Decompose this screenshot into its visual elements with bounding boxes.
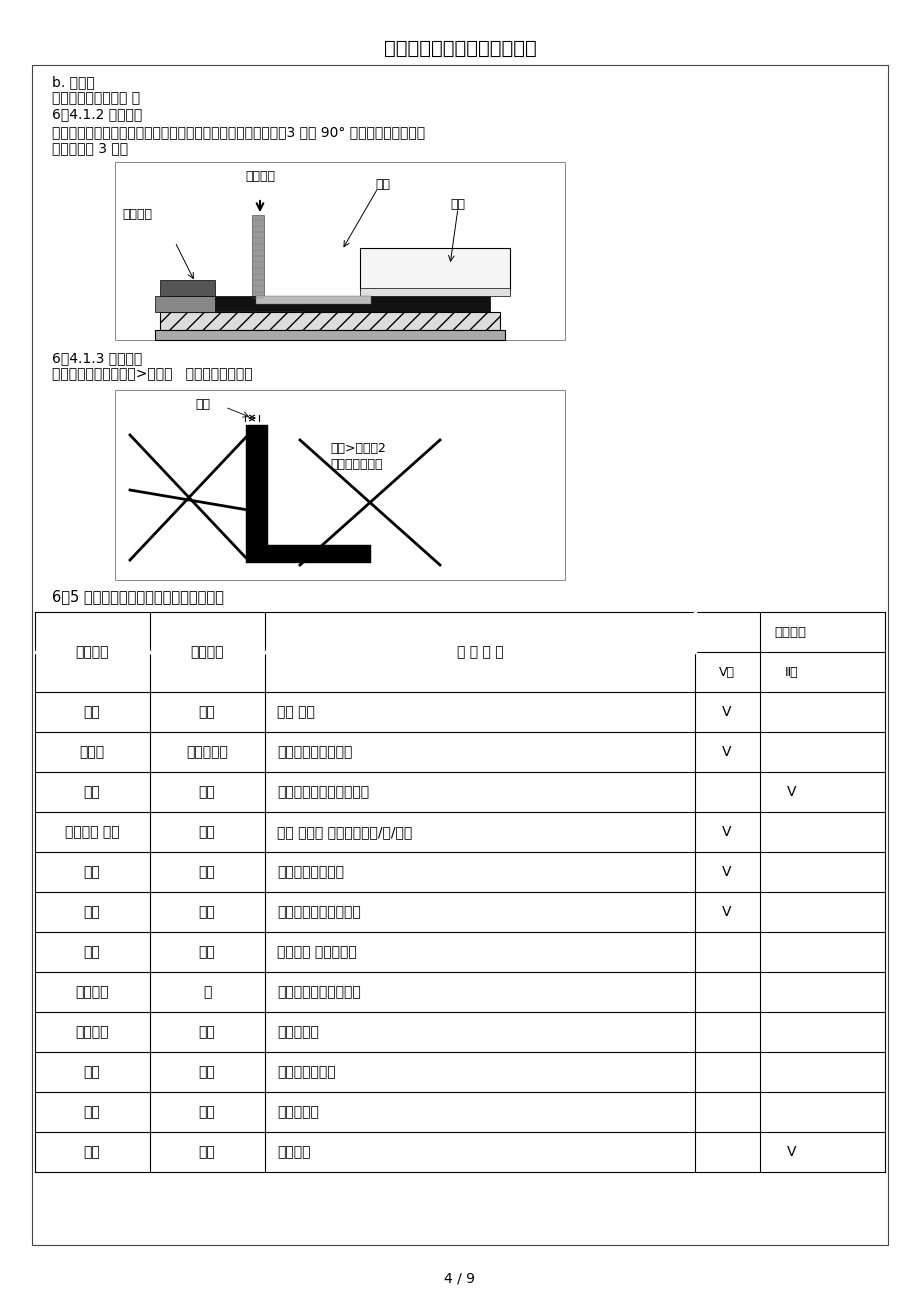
Text: 缺 陷 判 定: 缺 陷 判 定 (456, 644, 503, 659)
Text: 底材: 底材 (449, 198, 464, 211)
Text: 不在公差范围内: 不在公差范围内 (277, 1065, 335, 1079)
Text: 印刷图案 文字: 印刷图案 文字 (64, 825, 119, 838)
Text: 装订: 装订 (84, 1144, 100, 1159)
Text: 目测: 目测 (199, 1144, 215, 1159)
Bar (160, 312, 499, 329)
Bar (170, 296, 490, 312)
Text: 厚度: 厚度 (84, 1065, 100, 1079)
Text: V: V (787, 785, 796, 799)
Text: 偏位、毛刺: 偏位、毛刺 (277, 1105, 319, 1118)
Text: V: V (721, 745, 731, 759)
Text: 直尺: 直尺 (199, 1065, 215, 1079)
Text: 目测: 目测 (199, 1025, 215, 1039)
Bar (359, 247, 509, 290)
Text: 包装类物料来料检查标准剖析: 包装类物料来料检查标准剖析 (383, 39, 536, 57)
Text: 目测: 目测 (199, 785, 215, 799)
Text: 线宽: 线宽 (195, 398, 210, 411)
Text: 将胶纸贴在印刷文字上面并用橡皮擦把胶纸与被测面完全压紧，3 秒内 90° 角迅速拉起胶带，同: 将胶纸贴在印刷文字上面并用橡皮擦把胶纸与被测面完全压紧，3 秒内 90° 角迅速… (52, 125, 425, 139)
Text: 普通型，无特殊要求 。: 普通型，无特殊要求 。 (52, 91, 140, 105)
Text: 目视: 目视 (199, 905, 215, 919)
Text: 检查项目: 检查项目 (75, 644, 108, 659)
Text: 折叠爆裂: 折叠爆裂 (75, 986, 108, 999)
Text: 颜色: 颜色 (84, 785, 100, 799)
Text: 手: 手 (202, 986, 211, 999)
Text: 6）5 黑白盒、白盒的检查项目及缺陷判定: 6）5 黑白盒、白盒的检查项目及缺陷判定 (52, 590, 223, 604)
Text: 纸质: 纸质 (84, 945, 100, 960)
Text: 目视: 目视 (199, 1105, 215, 1118)
Text: 不能扫描或数字错误: 不能扫描或数字错误 (277, 745, 352, 759)
Text: Ⅱ级: Ⅱ级 (784, 665, 798, 678)
Text: 条形码: 条形码 (79, 745, 105, 759)
Text: 测试工具: 测试工具 (190, 644, 223, 659)
Text: 用力方向: 用力方向 (244, 171, 275, 184)
Text: 倍判定为不合格: 倍判定为不合格 (330, 457, 382, 470)
Bar (359, 288, 509, 296)
Text: 印刷文字: 印刷文字 (122, 208, 152, 221)
Text: V级: V级 (719, 665, 734, 678)
Text: 一位置连续 3 次。: 一位置连续 3 次。 (52, 141, 128, 155)
Text: V: V (721, 704, 731, 719)
Text: 胶纸: 胶纸 (375, 178, 390, 191)
Bar (252, 215, 264, 299)
Text: 超出图纸规格要求: 超出图纸规格要求 (277, 865, 344, 879)
Text: 目测: 目测 (199, 825, 215, 838)
Text: V: V (787, 1144, 796, 1159)
Bar (245, 424, 267, 546)
Text: 缺口>线宽的2: 缺口>线宽的2 (330, 441, 385, 454)
Text: b. 橡皮擦: b. 橡皮擦 (52, 76, 95, 89)
Text: 折痕: 折痕 (84, 905, 100, 919)
Text: 目测: 目测 (199, 945, 215, 960)
Bar (154, 296, 215, 312)
Text: 与样板不符: 与样板不符 (277, 1025, 319, 1039)
Text: V: V (721, 865, 731, 879)
Bar (255, 296, 370, 303)
Text: 6）4.1.3 判定方法: 6）4.1.3 判定方法 (52, 352, 142, 365)
Text: 6）4.1.2 试验方法: 6）4.1.2 试验方法 (52, 107, 142, 121)
Text: 条码扫描仪: 条码扫描仪 (186, 745, 228, 759)
Text: 切割: 切割 (84, 1105, 100, 1118)
Text: V: V (721, 905, 731, 919)
Text: 与签样比较，超出限度板: 与签样比较，超出限度板 (277, 785, 369, 799)
Text: 核对资料 与签样比较: 核对资料 与签样比较 (277, 945, 357, 960)
Text: 缺陷等级: 缺陷等级 (773, 625, 805, 638)
Bar (245, 546, 370, 562)
Text: 钉子生锈: 钉子生锈 (277, 1144, 311, 1159)
Bar (115, 161, 564, 340)
Text: 外观: 外观 (84, 704, 100, 719)
Text: 卷尺: 卷尺 (199, 865, 215, 879)
Text: 4 / 9: 4 / 9 (444, 1271, 475, 1285)
Text: 偏位 不完整 与资料不符错/漏/模糊: 偏位 不完整 与资料不符错/漏/模糊 (277, 825, 412, 838)
Text: V: V (721, 825, 731, 838)
Bar (170, 312, 305, 322)
Bar (154, 329, 505, 340)
Bar (115, 391, 564, 579)
Text: 折叠后纸箱外裱纸开裂: 折叠后纸箱外裱纸开裂 (277, 986, 360, 999)
Text: 尺寸: 尺寸 (84, 865, 100, 879)
Text: 目测: 目测 (199, 704, 215, 719)
Text: 遗漏、错位、不易折叠: 遗漏、错位、不易折叠 (277, 905, 360, 919)
Bar (160, 280, 215, 296)
Text: 瓦楞方向: 瓦楞方向 (75, 1025, 108, 1039)
Text: 印刷文字脱落线宽缺口>线宽的   倍判定为不合格。: 印刷文字脱落线宽缺口>线宽的 倍判定为不合格。 (52, 367, 253, 381)
Text: 脏污 破损: 脏污 破损 (277, 704, 314, 719)
